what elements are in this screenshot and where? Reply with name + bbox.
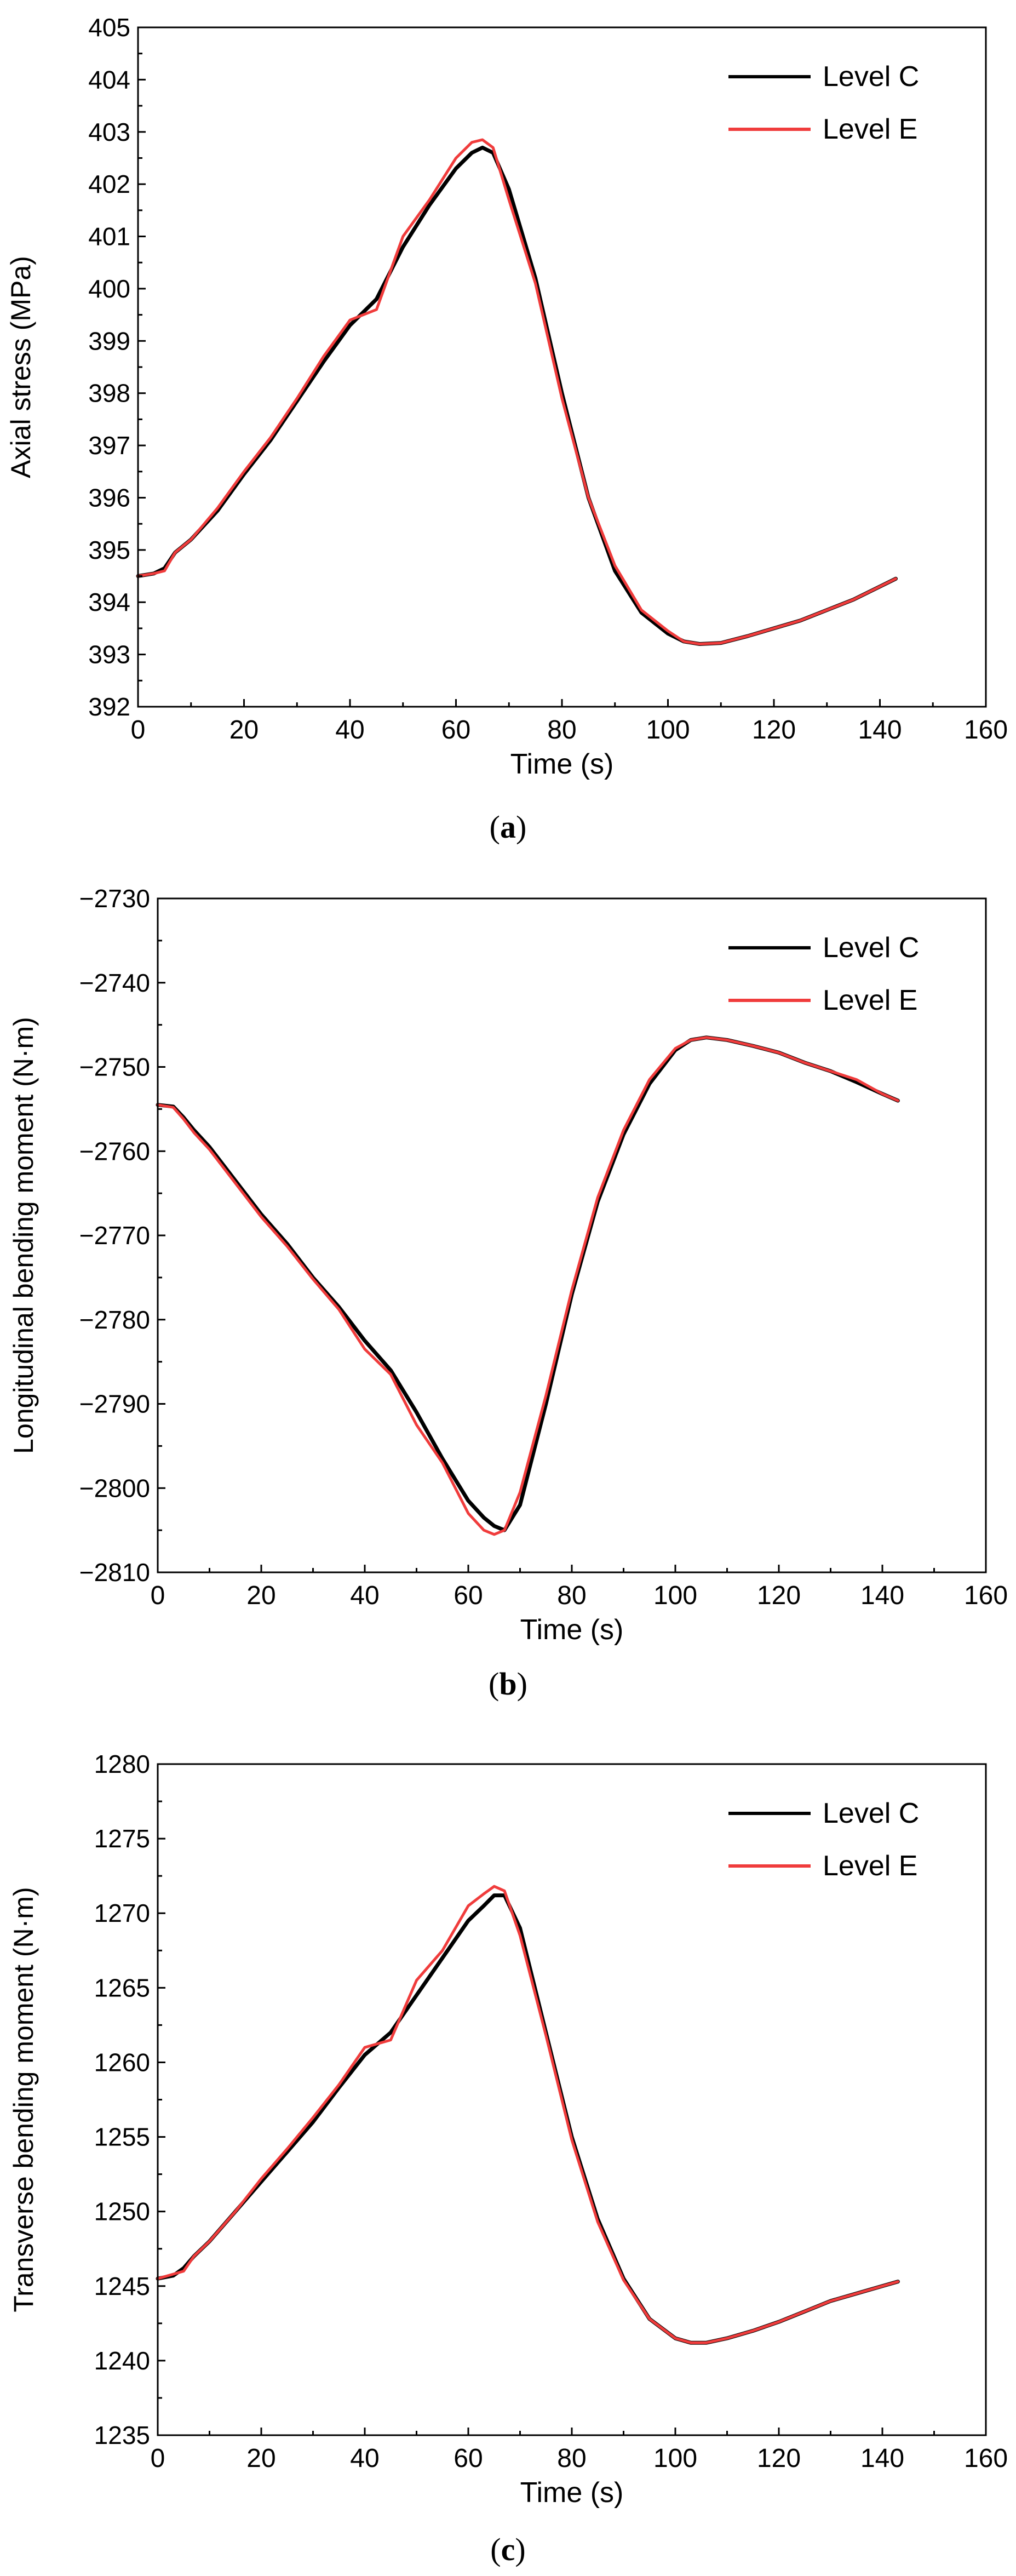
legend-label-level-c: Level C <box>823 61 919 93</box>
x-axis-label: Time (s) <box>520 1614 624 1646</box>
y-axis-label: Transverse bending moment (N·m) <box>8 1887 39 2312</box>
x-tick-label: 40 <box>335 715 364 745</box>
y-tick-label: 405 <box>88 13 130 42</box>
x-tick-label: 160 <box>964 1581 1008 1610</box>
y-tick-label: −2790 <box>79 1390 150 1418</box>
x-tick-label: 60 <box>441 715 470 745</box>
y-tick-label: 1255 <box>94 2123 150 2151</box>
x-tick-label: 160 <box>964 2444 1008 2473</box>
series-line-level-c <box>156 1035 900 1532</box>
x-tick-label: 100 <box>653 2444 697 2473</box>
y-tick-label: 401 <box>88 222 130 251</box>
y-tick-label: 395 <box>88 536 130 564</box>
y-tick-label: −2780 <box>79 1306 150 1334</box>
y-tick-label: −2810 <box>79 1558 150 1587</box>
legend-label-level-e: Level E <box>823 113 917 145</box>
x-tick-label: 80 <box>557 1581 586 1610</box>
x-tick-label: 160 <box>964 715 1008 745</box>
legend-label-level-c: Level C <box>823 932 919 964</box>
series-line-level-e <box>156 1885 899 2344</box>
chart-longitudinal-bending-moment: 0 20 40 60 80 100 120 140 160 −2810 −2800 −2790 −278… <box>8 884 1008 1646</box>
y-tick-label: 1265 <box>94 1973 150 2002</box>
y-tick-label: −2770 <box>79 1221 150 1250</box>
x-tick-label: 20 <box>246 2444 275 2473</box>
y-tick-label: 394 <box>88 588 130 616</box>
x-tick-label: 140 <box>860 1581 904 1610</box>
x-axis-label: Time (s) <box>510 748 614 780</box>
y-tick-label: 398 <box>88 379 130 408</box>
caption-b: (b) <box>489 1666 527 1702</box>
y-tick-label: 392 <box>88 692 130 721</box>
y-tick-label: −2740 <box>79 969 150 997</box>
y-tick-label: 404 <box>88 65 130 94</box>
caption-c: (c) <box>490 2532 526 2567</box>
y-tick-label: 1235 <box>94 2421 150 2449</box>
x-tick-label: 80 <box>547 715 576 745</box>
x-axis-label: Time (s) <box>520 2477 624 2509</box>
y-tick-label: −2760 <box>79 1137 150 1165</box>
y-tick-label: 1260 <box>94 2048 150 2076</box>
x-tick-label: 60 <box>454 1581 483 1610</box>
legend-label-level-e: Level E <box>823 1850 917 1882</box>
x-tick-label: 20 <box>246 1581 275 1610</box>
x-tick-label: 100 <box>646 715 690 745</box>
chart-axial-stress: 0 20 40 60 80 100 120 140 160 392 393 394 395 396 397 3… <box>5 13 1008 780</box>
x-tick-label: 0 <box>151 2444 165 2473</box>
x-tick-label: 20 <box>229 715 259 745</box>
y-tick-label: 1275 <box>94 1824 150 1853</box>
legend-label-level-e: Level E <box>823 984 917 1016</box>
y-tick-label: −2800 <box>79 1474 150 1502</box>
y-tick-label: 393 <box>88 640 130 669</box>
y-tick-label: 396 <box>88 483 130 512</box>
x-tick-label: 0 <box>131 715 146 745</box>
y-tick-label: −2750 <box>79 1053 150 1081</box>
series-line-level-e <box>156 1036 899 1536</box>
x-tick-label: 40 <box>350 1581 379 1610</box>
x-tick-label: 100 <box>653 1581 697 1610</box>
y-tick-label: 1270 <box>94 1899 150 1927</box>
x-tick-label: 0 <box>151 1581 165 1610</box>
y-tick-label: 400 <box>88 274 130 303</box>
y-tick-label: 403 <box>88 118 130 146</box>
chart-transverse-bending-moment: 0 20 40 60 80 100 120 140 160 1235 1240 1245 1250 125… <box>8 1750 1008 2509</box>
caption-a: (a) <box>489 809 527 845</box>
x-tick-label: 140 <box>858 715 902 745</box>
x-tick-label: 120 <box>757 1581 801 1610</box>
y-axis-label: Axial stress (MPa) <box>5 256 36 478</box>
y-tick-label: 1245 <box>94 2272 150 2300</box>
x-tick-label: 140 <box>860 2444 904 2473</box>
series-line-level-e <box>136 138 897 645</box>
x-tick-label: 120 <box>757 2444 801 2473</box>
x-tick-label: 80 <box>557 2444 586 2473</box>
y-tick-label: 397 <box>88 431 130 460</box>
x-tick-label: 60 <box>454 2444 483 2473</box>
y-tick-label: 1240 <box>94 2346 150 2375</box>
y-tick-label: 1250 <box>94 2197 150 2226</box>
y-axis-label: Longitudinal bending moment (N·m) <box>8 1017 39 1454</box>
y-tick-label: 402 <box>88 170 130 198</box>
x-tick-label: 40 <box>350 2444 379 2473</box>
y-tick-label: 1280 <box>94 1750 150 1778</box>
y-tick-label: −2730 <box>79 884 150 913</box>
legend-label-level-c: Level C <box>823 1798 919 1829</box>
x-tick-label: 120 <box>752 715 796 745</box>
y-tick-label: 399 <box>88 327 130 355</box>
